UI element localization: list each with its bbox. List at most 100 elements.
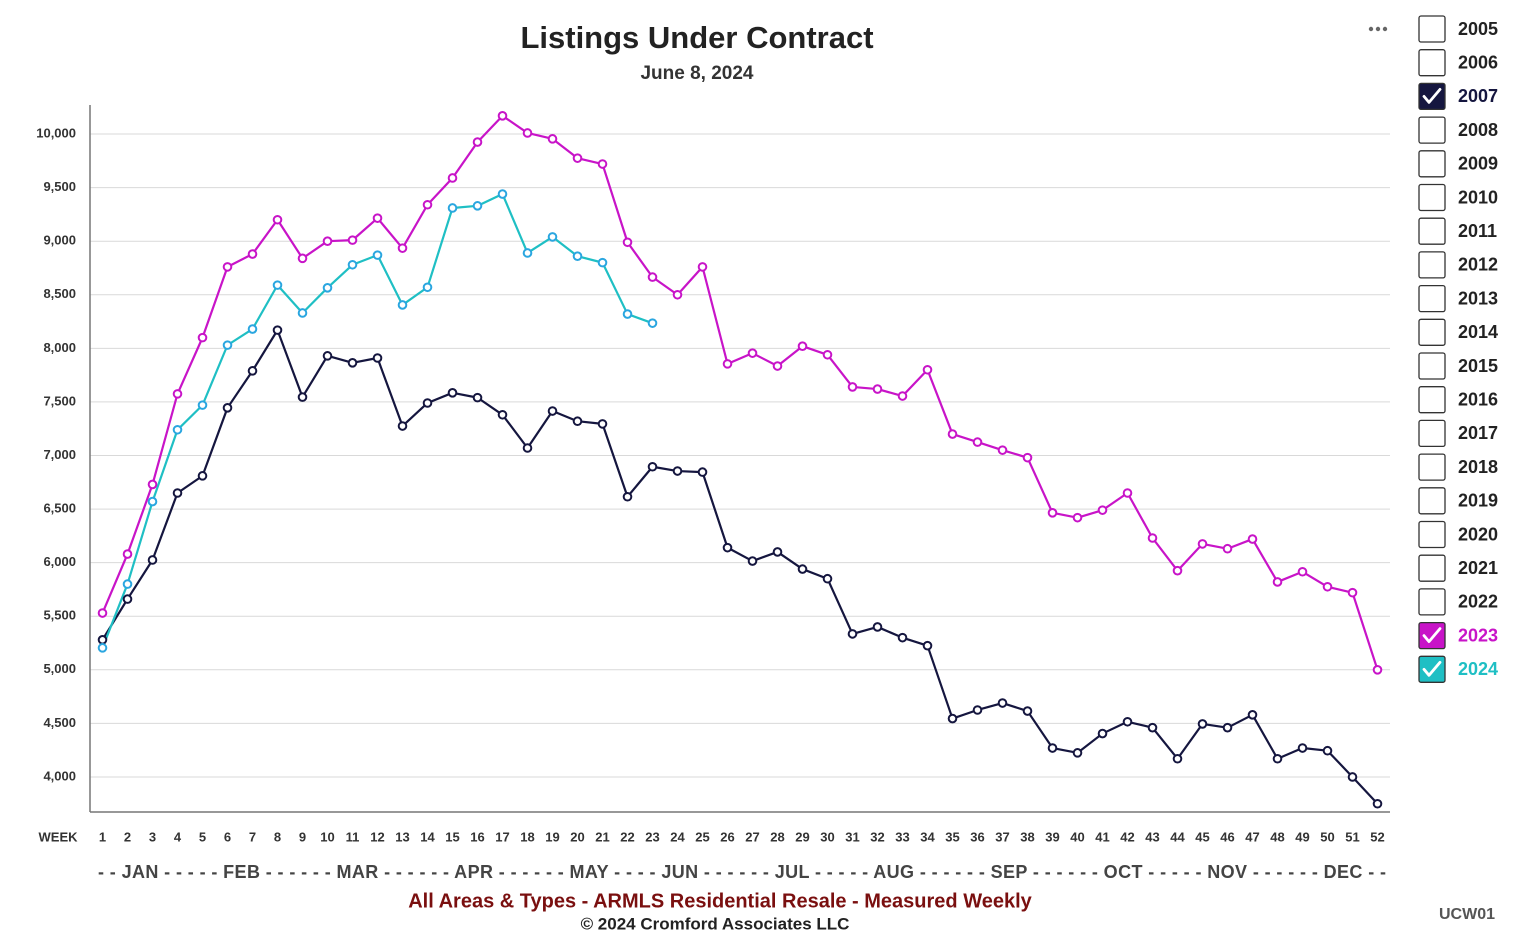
x-tick-label: 26 [720, 829, 734, 844]
legend-checkmark[interactable] [1422, 88, 1442, 104]
legend-label[interactable]: 2010 [1458, 187, 1498, 207]
legend-checkbox[interactable] [1418, 15, 1446, 43]
x-tick-label: 16 [470, 829, 484, 844]
legend-checkbox[interactable] [1418, 386, 1446, 414]
y-tick-label: 10,000 [36, 125, 76, 140]
data-point [522, 128, 533, 138]
legend-label[interactable]: 2020 [1458, 524, 1498, 544]
legend-label[interactable]: 2012 [1458, 255, 1498, 275]
legend-item[interactable]: 2018 [1418, 453, 1498, 481]
data-point [497, 189, 508, 199]
y-tick-label: 7,500 [43, 393, 76, 408]
menu-button[interactable] [1368, 26, 1388, 32]
legend-item[interactable]: 2020 [1418, 520, 1498, 549]
legend-item[interactable]: 2015 [1418, 352, 1498, 380]
legend-label[interactable]: 2009 [1458, 154, 1498, 174]
data-point [1122, 716, 1133, 727]
menu-dot[interactable] [1368, 26, 1374, 32]
legend-label[interactable]: 2019 [1458, 491, 1498, 511]
legend-checkbox[interactable] [1418, 487, 1446, 515]
data-point [547, 134, 558, 144]
data-point [322, 236, 333, 246]
data-point [197, 332, 208, 343]
x-tick-label: 19 [545, 829, 559, 844]
data-point [1147, 533, 1158, 543]
legend-item[interactable]: 2009 [1418, 150, 1498, 178]
month-axis: - - JAN - - - - - FEB - - - - - - MAR - … [98, 862, 1386, 882]
legend-label[interactable]: 2022 [1458, 592, 1498, 612]
legend-label[interactable]: 2011 [1458, 221, 1497, 241]
legend-checkbox[interactable] [1418, 419, 1446, 448]
x-tick-label: 1 [99, 829, 106, 844]
data-point [447, 388, 458, 398]
legend-item[interactable]: 2019 [1418, 487, 1498, 515]
legend-item[interactable]: 2006 [1418, 49, 1498, 77]
legend-checkbox[interactable] [1418, 520, 1446, 549]
legend-item[interactable]: 2008 [1418, 116, 1498, 144]
legend-item[interactable]: 2011 [1418, 217, 1497, 245]
legend-item[interactable]: 2014 [1418, 318, 1498, 346]
x-tick-label: 7 [249, 829, 256, 844]
legend-item[interactable]: 2021 [1418, 554, 1498, 582]
legend-item[interactable]: 2017 [1418, 419, 1498, 448]
legend-checkmark[interactable] [1422, 660, 1442, 677]
legend-checkmark[interactable] [1422, 627, 1442, 643]
legend-label[interactable]: 2007 [1458, 86, 1498, 106]
legend-item[interactable]: 2010 [1418, 183, 1498, 212]
x-tick-label: 44 [1170, 829, 1185, 844]
legend-label[interactable]: 2018 [1458, 457, 1498, 477]
data-point [297, 308, 308, 318]
legend-label[interactable]: 2014 [1458, 322, 1498, 342]
legend-checkbox[interactable] [1418, 49, 1446, 77]
legend-label[interactable]: 2024 [1458, 659, 1498, 679]
legend-checkbox[interactable] [1418, 251, 1446, 279]
legend-item[interactable]: 2023 [1418, 621, 1498, 650]
legend-checkbox[interactable] [1418, 588, 1446, 616]
legend-label[interactable]: 2013 [1458, 288, 1498, 308]
data-point [347, 259, 358, 270]
legend-item[interactable]: 2012 [1418, 251, 1498, 279]
legend-label[interactable]: 2015 [1458, 356, 1498, 376]
legend-item[interactable]: 2005 [1418, 15, 1498, 43]
menu-dot[interactable] [1382, 26, 1388, 32]
x-tick-label: 50 [1320, 829, 1334, 844]
x-axis-label: WEEK [39, 829, 79, 844]
legend-item[interactable]: 2007 [1418, 82, 1498, 111]
legend-label[interactable]: 2016 [1458, 389, 1498, 409]
legend-checkbox[interactable] [1418, 116, 1446, 144]
data-point [347, 235, 358, 245]
data-point [947, 713, 958, 724]
legend-item[interactable]: 2013 [1418, 284, 1498, 313]
legend-item[interactable]: 2016 [1418, 386, 1498, 414]
legend-item[interactable]: 2024 [1418, 655, 1498, 683]
legend-item[interactable]: 2022 [1418, 588, 1498, 616]
data-point [397, 300, 408, 310]
data-point [422, 199, 433, 210]
data-point [572, 153, 583, 163]
data-point [797, 341, 808, 352]
legend-label[interactable]: 2021 [1458, 558, 1498, 578]
legend-label[interactable]: 2023 [1458, 625, 1498, 645]
legend-checkbox[interactable] [1418, 284, 1446, 313]
data-point [1097, 728, 1108, 739]
legend-checkbox[interactable] [1418, 318, 1446, 346]
legend-checkbox[interactable] [1418, 453, 1446, 481]
data-point [672, 466, 683, 476]
legend-label[interactable]: 2005 [1458, 19, 1498, 39]
data-point [772, 547, 783, 557]
legend-checkbox[interactable] [1418, 352, 1446, 380]
data-point [997, 445, 1008, 455]
data-point [1297, 743, 1308, 753]
data-point [922, 364, 933, 375]
legend-label[interactable]: 2017 [1458, 423, 1498, 443]
legend-checkbox[interactable] [1418, 183, 1446, 212]
x-tick-label: 32 [870, 829, 884, 844]
menu-dot[interactable] [1375, 26, 1381, 32]
legend-checkbox[interactable] [1418, 554, 1446, 582]
data-point [747, 556, 758, 566]
legend-checkbox[interactable] [1418, 150, 1446, 178]
data-point [1122, 488, 1133, 498]
legend-checkbox[interactable] [1418, 217, 1446, 245]
legend-label[interactable]: 2006 [1458, 52, 1498, 72]
legend-label[interactable]: 2008 [1458, 120, 1498, 140]
